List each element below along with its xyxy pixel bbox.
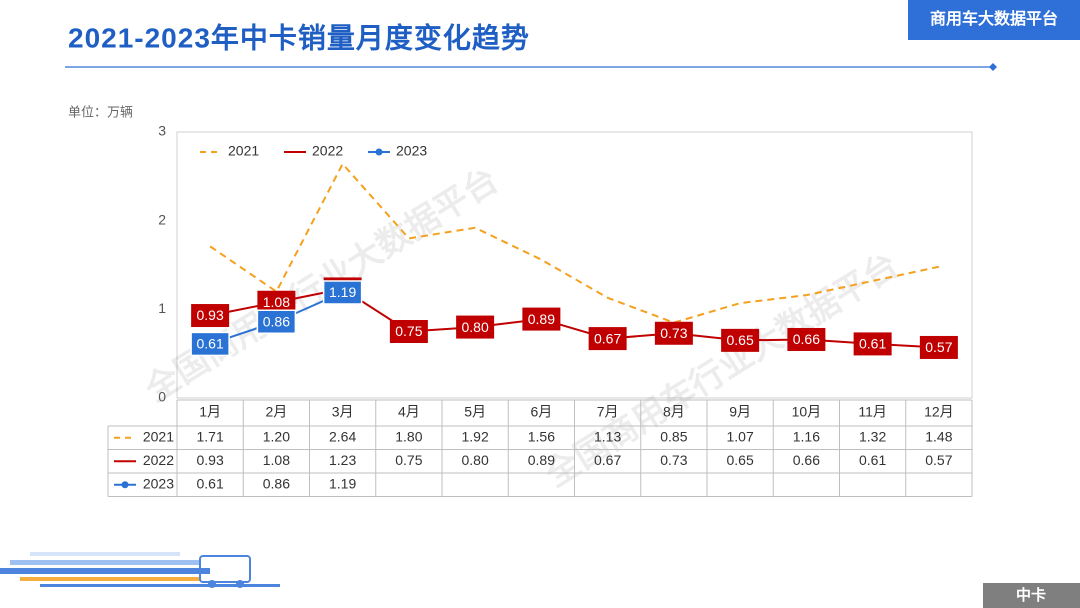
y-tick-label: 3 (158, 123, 166, 139)
table-cell: 0.61 (859, 452, 886, 468)
data-label: 0.61 (197, 336, 224, 352)
table-cell: 1.19 (329, 475, 356, 491)
label-box (256, 309, 297, 334)
data-label: 0.67 (594, 330, 621, 346)
table-cell: 2.64 (329, 428, 356, 444)
badge-box (908, 0, 1080, 40)
data-label: 0.61 (859, 336, 886, 352)
badge: 商用车大数据平台 (930, 9, 1058, 28)
label-box (522, 307, 561, 331)
table-cell: 0.86 (263, 475, 290, 491)
unit-label: 单位：万辆 (68, 104, 133, 119)
label-box (919, 335, 958, 359)
x-tick-label: 3月 (332, 404, 354, 420)
data-label: 0.73 (660, 325, 687, 341)
x-tick-label: 6月 (530, 404, 552, 420)
data-label: 0.80 (462, 319, 489, 335)
table-cell: 1.56 (528, 428, 555, 444)
x-tick-label: 2月 (265, 404, 287, 420)
legend-label: 2021 (228, 143, 259, 159)
label-box (456, 315, 495, 339)
data-label: 0.93 (197, 307, 224, 323)
table-cell: 0.57 (925, 452, 952, 468)
truck-decoration (0, 552, 280, 588)
table-cell: 0.80 (462, 452, 489, 468)
data-label: 1.08 (263, 294, 290, 310)
table-cell: 1.80 (395, 428, 422, 444)
table-cell: 1.07 (727, 428, 754, 444)
series-line (209, 162, 940, 324)
x-tick-label: 10月 (792, 404, 822, 420)
x-tick-label: 8月 (663, 404, 685, 420)
legend: 2021 2022 2023 (200, 143, 427, 159)
data-label: 0.57 (925, 339, 952, 355)
row-header: 2023 (143, 475, 174, 491)
label-box (257, 290, 296, 314)
x-tick-label: 9月 (729, 404, 751, 420)
rule-end (989, 63, 997, 71)
label-box (191, 304, 230, 328)
table-cell: 1.20 (263, 428, 290, 444)
label-box (721, 328, 760, 352)
x-tick-label: 4月 (398, 404, 420, 420)
x-tick-label: 5月 (464, 404, 486, 420)
y-tick-label: 2 (158, 211, 166, 227)
legend-label: 2022 (312, 143, 343, 159)
table-cell: 1.16 (793, 428, 820, 444)
y-tick-label: 0 (158, 389, 166, 405)
data-label: 0.66 (793, 331, 820, 347)
data-label: 1.19 (329, 284, 356, 300)
row-header: 2022 (143, 452, 174, 468)
x-tick-label: 12月 (924, 404, 954, 420)
label-box (588, 327, 627, 351)
data-label: 0.89 (528, 311, 555, 327)
table-cell: 0.73 (660, 452, 687, 468)
x-tick-label: 11月 (858, 404, 887, 420)
legend-label: 2023 (396, 143, 427, 159)
table-cell: 1.32 (859, 428, 886, 444)
legend-marker (375, 148, 383, 156)
table-cell: 1.92 (462, 428, 489, 444)
label-box (190, 331, 230, 357)
data-label: 0.65 (727, 332, 754, 348)
x-tick-label: 1月 (199, 404, 221, 420)
table-cell: 0.66 (793, 452, 820, 468)
footer-box (983, 583, 1080, 608)
label-box (853, 332, 892, 356)
chart-title: 2021-2023年中卡销量月度变化趋势 (68, 21, 530, 53)
watermark: 全国商用车行业大数据平台 (137, 160, 505, 410)
x-tick-label: 7月 (597, 404, 619, 420)
table-cell: 0.65 (727, 452, 754, 468)
row-header: 2021 (143, 428, 174, 444)
legend-marker (121, 481, 129, 489)
table-cell: 0.61 (197, 475, 224, 491)
y-tick-label: 1 (158, 300, 166, 316)
label-box (787, 327, 826, 351)
table-cell: 0.89 (528, 452, 555, 468)
table-cell: 1.08 (263, 452, 290, 468)
table-cell: 0.93 (197, 452, 224, 468)
table-cell: 0.67 (594, 452, 621, 468)
footer-tag: 中卡 (1016, 586, 1046, 604)
table-cell: 1.48 (925, 428, 952, 444)
table-cell: 0.85 (660, 428, 687, 444)
plot-area (176, 131, 973, 399)
watermark: 全国商用车行业大数据平台 (537, 245, 905, 495)
data-label: 0.75 (395, 323, 422, 339)
table-cell: 1.13 (594, 428, 621, 444)
table-cell: 1.23 (329, 452, 356, 468)
label-box (322, 280, 363, 305)
label-box (389, 320, 428, 343)
data-label: 0.86 (263, 313, 290, 329)
table-cell: 0.75 (395, 452, 422, 468)
table-cell: 1.71 (197, 428, 224, 444)
label-box (654, 321, 693, 345)
